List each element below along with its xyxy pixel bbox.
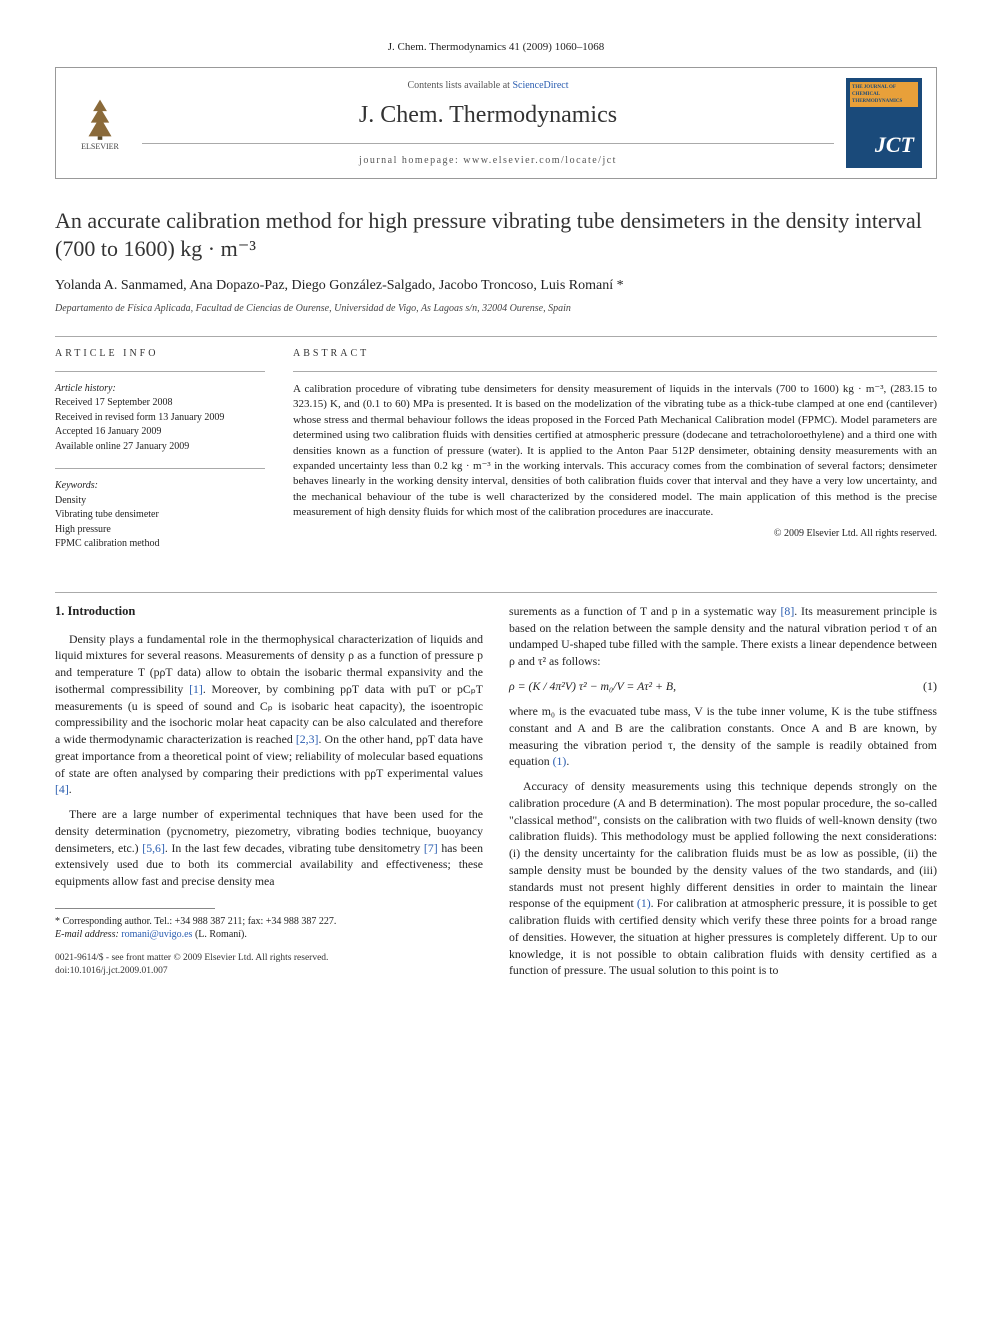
authors: Yolanda A. Sanmamed, Ana Dopazo-Paz, Die… bbox=[55, 276, 937, 296]
abstract-heading: ABSTRACT bbox=[293, 347, 937, 361]
doi-block: 0021-9614/$ - see front matter © 2009 El… bbox=[55, 952, 483, 979]
rule-top bbox=[55, 336, 937, 337]
front-matter: 0021-9614/$ - see front matter © 2009 El… bbox=[55, 952, 483, 965]
email-suffix: (L. Romaní). bbox=[192, 929, 246, 940]
revised: Received in revised form 13 January 2009 bbox=[55, 411, 265, 426]
citation[interactable]: [7] bbox=[424, 841, 438, 855]
citation[interactable]: [5,6] bbox=[142, 841, 165, 855]
left-column: 1. Introduction Density plays a fundamen… bbox=[55, 603, 483, 987]
keyword: Density bbox=[55, 494, 265, 509]
keywords: Keywords: Density Vibrating tube densime… bbox=[55, 479, 265, 552]
text: surements as a function of T and p in a … bbox=[509, 604, 781, 618]
info-rule-2 bbox=[55, 468, 265, 469]
badge-acronym: JCT bbox=[850, 126, 918, 165]
journal-header: ELSEVIER Contents lists available at Sci… bbox=[55, 67, 937, 179]
section-heading: 1. Introduction bbox=[55, 603, 483, 621]
copyright: © 2009 Elsevier Ltd. All rights reserved… bbox=[293, 527, 937, 541]
corresponding-author: * Corresponding author. Tel.: +34 988 38… bbox=[55, 915, 483, 929]
article-history: Article history: Received 17 September 2… bbox=[55, 382, 265, 455]
paragraph: Accuracy of density measurements using t… bbox=[509, 778, 937, 979]
rule-mid bbox=[55, 592, 937, 593]
keyword: High pressure bbox=[55, 523, 265, 538]
journal-name: J. Chem. Thermodynamics bbox=[142, 99, 834, 133]
abstract-text: A calibration procedure of vibrating tub… bbox=[293, 382, 937, 521]
journal-reference: J. Chem. Thermodynamics 41 (2009) 1060–1… bbox=[55, 40, 937, 55]
accepted: Accepted 16 January 2009 bbox=[55, 425, 265, 440]
footnote-rule bbox=[55, 908, 215, 909]
homepage-url: www.elsevier.com/locate/jct bbox=[463, 155, 617, 166]
text: . bbox=[566, 754, 569, 768]
contents-prefix: Contents lists available at bbox=[407, 80, 512, 91]
keywords-label: Keywords: bbox=[55, 479, 265, 494]
text: where m₀ is the evacuated tube mass, V i… bbox=[509, 704, 937, 768]
paragraph: There are a large number of experimental… bbox=[55, 806, 483, 890]
email-label: E-mail address: bbox=[55, 929, 119, 940]
article-info-heading: ARTICLE INFO bbox=[55, 347, 265, 361]
citation[interactable]: [4] bbox=[55, 782, 69, 796]
text: . bbox=[69, 782, 72, 796]
keyword: FPMC calibration method bbox=[55, 537, 265, 552]
equation-ref[interactable]: (1) bbox=[553, 754, 567, 768]
header-center: Contents lists available at ScienceDirec… bbox=[142, 79, 834, 168]
equation-ref[interactable]: (1) bbox=[637, 896, 651, 910]
received: Received 17 September 2008 bbox=[55, 396, 265, 411]
article-title: An accurate calibration method for high … bbox=[55, 207, 937, 262]
email-link[interactable]: romani@uvigo.es bbox=[121, 929, 192, 940]
page: J. Chem. Thermodynamics 41 (2009) 1060–1… bbox=[0, 0, 992, 1027]
body-columns: 1. Introduction Density plays a fundamen… bbox=[55, 603, 937, 987]
text: . In the last few decades, vibrating tub… bbox=[165, 841, 424, 855]
abstract-rule bbox=[293, 371, 937, 372]
badge-title: THE JOURNAL OF CHEMICAL THERMODYNAMICS bbox=[850, 82, 918, 107]
equation-number: (1) bbox=[923, 678, 937, 695]
journal-cover-badge: THE JOURNAL OF CHEMICAL THERMODYNAMICS J… bbox=[846, 78, 922, 168]
equation-1: ρ = (K / 4π²V) τ² − m₀/V = Aτ² + B, (1) bbox=[509, 678, 937, 695]
affiliation: Departamento de Física Aplicada, Faculta… bbox=[55, 302, 937, 316]
tree-icon bbox=[77, 95, 123, 141]
doi: doi:10.1016/j.jct.2009.01.007 bbox=[55, 965, 483, 978]
right-column: surements as a function of T and p in a … bbox=[509, 603, 937, 987]
paragraph: Density plays a fundamental role in the … bbox=[55, 631, 483, 799]
keyword: Vibrating tube densimeter bbox=[55, 508, 265, 523]
email-line: E-mail address: romani@uvigo.es (L. Roma… bbox=[55, 928, 483, 942]
homepage-line: journal homepage: www.elsevier.com/locat… bbox=[142, 154, 834, 168]
history-label: Article history: bbox=[55, 382, 265, 397]
article-info: ARTICLE INFO Article history: Received 1… bbox=[55, 347, 265, 566]
elsevier-logo: ELSEVIER bbox=[70, 88, 130, 158]
text: Accuracy of density measurements using t… bbox=[509, 779, 937, 910]
equation-body: ρ = (K / 4π²V) τ² − m₀/V = Aτ² + B, bbox=[509, 678, 676, 695]
paragraph: surements as a function of T and p in a … bbox=[509, 603, 937, 670]
sciencedirect-link[interactable]: ScienceDirect bbox=[512, 80, 568, 91]
homepage-prefix: journal homepage: bbox=[359, 155, 463, 166]
citation[interactable]: [8] bbox=[781, 604, 795, 618]
info-abstract-row: ARTICLE INFO Article history: Received 1… bbox=[55, 347, 937, 566]
citation[interactable]: [2,3] bbox=[296, 732, 319, 746]
paragraph: where m₀ is the evacuated tube mass, V i… bbox=[509, 703, 937, 770]
info-rule-1 bbox=[55, 371, 265, 372]
citation[interactable]: [1] bbox=[189, 682, 203, 696]
abstract: ABSTRACT A calibration procedure of vibr… bbox=[293, 347, 937, 566]
header-rule bbox=[142, 143, 834, 144]
contents-line: Contents lists available at ScienceDirec… bbox=[142, 79, 834, 93]
publisher-name: ELSEVIER bbox=[81, 141, 119, 152]
online: Available online 27 January 2009 bbox=[55, 440, 265, 455]
